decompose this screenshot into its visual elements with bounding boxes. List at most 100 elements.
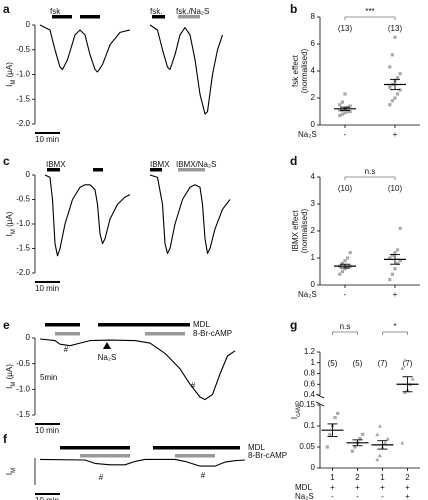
y-tick-label: 6	[311, 39, 316, 48]
data-point	[388, 103, 392, 107]
scale-bar-label: 10 min	[35, 135, 59, 144]
y-axis-label: IBMX effect	[291, 210, 300, 252]
current-trace	[39, 24, 224, 115]
data-point	[343, 267, 347, 271]
data-point	[348, 109, 352, 114]
period-bar	[80, 15, 100, 19]
data-point	[325, 445, 329, 449]
row-value: -	[356, 492, 359, 500]
y-axis-label: (normalised)	[300, 48, 309, 93]
y-axis-label: IM (µA)	[5, 364, 16, 389]
data-point	[393, 267, 397, 271]
annotation: MDL	[193, 320, 210, 329]
y-axis-label-part: M	[11, 80, 17, 85]
x-axis-label: Na₂S	[298, 130, 317, 139]
current-trace	[39, 338, 236, 401]
data-point	[400, 440, 405, 445]
y-tick-label: -1.0	[16, 384, 30, 393]
y-tick-label: 8	[311, 12, 316, 21]
y-axis-label: IM (µA)	[5, 62, 16, 87]
y-tick-label: 1	[311, 253, 316, 262]
y-tick-label: 0	[311, 120, 316, 129]
y-axis-label-part: cAMP	[296, 401, 302, 417]
data-point	[328, 432, 332, 436]
y-tick-label: 4	[311, 66, 316, 75]
annotation: #	[201, 471, 206, 480]
y-axis-label: IM	[5, 468, 16, 475]
data-point	[398, 226, 402, 230]
row-value: -	[381, 492, 384, 500]
annotation: fsk	[50, 7, 61, 16]
scale-bar-label: 10 min	[35, 284, 59, 293]
row-label: Na₂S	[295, 492, 314, 500]
data-point	[400, 366, 405, 370]
panel-letter: a	[3, 2, 10, 16]
annotation: 8-Br-cAMP	[248, 451, 287, 460]
period-bar	[178, 168, 205, 172]
y-axis-label-part: M	[11, 468, 17, 473]
arrowhead	[103, 342, 111, 349]
data-point	[348, 104, 352, 108]
scale-bar-label: 10 min	[35, 496, 59, 500]
annotation: #	[191, 381, 196, 390]
y-tick-label: 0	[26, 333, 31, 342]
data-point	[375, 432, 380, 437]
data-point	[361, 432, 365, 436]
data-point	[398, 72, 402, 76]
row-value: +	[405, 483, 410, 492]
significance-label: *	[393, 322, 396, 331]
y-tick-label: -0.5	[16, 359, 30, 368]
data-point	[388, 278, 392, 282]
data-point	[377, 453, 382, 458]
y-axis-label-part: M	[11, 382, 17, 387]
panel-letter: g	[290, 318, 297, 332]
panel-letter: b	[290, 2, 297, 16]
annotation: MDL	[248, 443, 265, 452]
y-tick-label: 1	[311, 358, 316, 367]
data-point	[358, 437, 362, 441]
data-point	[393, 251, 397, 255]
data-point	[388, 256, 392, 260]
x-tick-label: -	[344, 290, 347, 299]
y-tick-label: -1.5	[16, 94, 30, 103]
data-point	[343, 92, 347, 96]
y-tick-label: 0.8	[304, 369, 316, 378]
x-tick-label: -	[344, 130, 347, 139]
annotation: 8-Br-cAMP	[193, 329, 232, 338]
data-point	[396, 92, 400, 96]
period-bar	[60, 446, 130, 450]
data-point	[343, 111, 347, 115]
data-point	[388, 65, 392, 69]
n-label: (13)	[338, 24, 353, 33]
data-point	[398, 259, 402, 263]
y-tick-label: 0.4	[304, 390, 316, 399]
period-bar	[150, 168, 162, 172]
annotation: #	[99, 473, 104, 482]
significance-label: n.s	[340, 322, 351, 331]
data-point	[385, 436, 390, 441]
data-point	[393, 96, 397, 100]
y-axis-label-part: I	[5, 85, 14, 87]
x-axis-label: Na₂S	[298, 290, 317, 299]
y-tick-label: -0.5	[16, 195, 30, 204]
y-tick-label: -1.0	[16, 219, 30, 228]
y-axis-label-part: (µA)	[5, 211, 14, 229]
data-point	[390, 253, 394, 257]
data-point	[390, 272, 394, 276]
data-point	[393, 35, 397, 39]
y-tick-label: 0.05	[299, 442, 315, 451]
data-point	[348, 251, 352, 255]
n-label: (10)	[388, 184, 403, 193]
data-point	[338, 108, 342, 112]
data-point	[390, 53, 394, 57]
y-tick-label: -2.0	[16, 119, 30, 128]
n-label: (5)	[353, 359, 363, 368]
significance-bracket	[344, 16, 396, 20]
y-axis-label-part: I	[5, 473, 14, 475]
annotation: fsk.	[150, 7, 162, 16]
y-tick-label: -1.5	[16, 244, 30, 253]
data-point	[353, 445, 357, 449]
y-tick-label: 0.1	[304, 421, 316, 430]
current-trace	[39, 458, 246, 467]
annotation: fsk./Na₂S	[176, 7, 209, 16]
